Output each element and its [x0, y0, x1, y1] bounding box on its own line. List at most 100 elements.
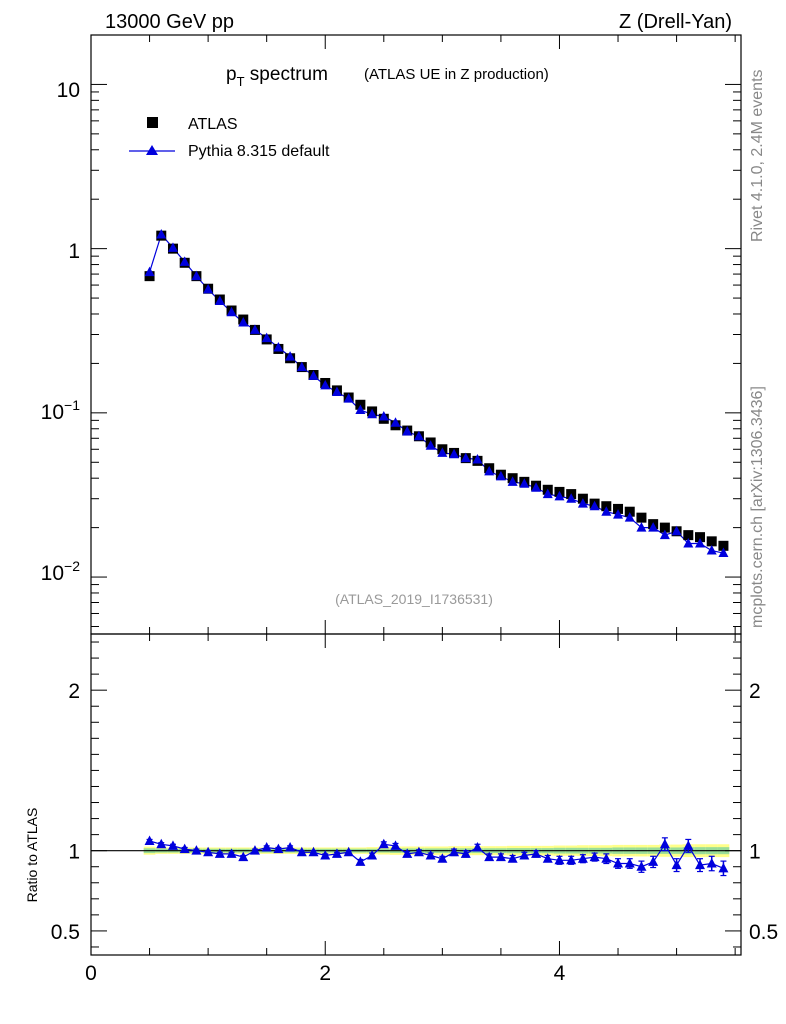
rivet-version-label: Rivet 4.1.0, 2.4M events [749, 69, 766, 242]
ratio-point [261, 841, 272, 852]
pythia-point [320, 379, 331, 390]
ratio-ytick-label-right: 2 [749, 680, 761, 703]
pythia-point [203, 283, 214, 294]
ratio-point [683, 840, 694, 850]
atlas-point [624, 506, 635, 517]
ratio-point [460, 848, 471, 858]
pythia-point [179, 256, 190, 266]
ratio-point [285, 841, 296, 852]
pythia-point [191, 270, 202, 281]
chart-title: pT spectrum [226, 64, 328, 89]
spectrum-ticks [90, 34, 741, 634]
ytick-label-0.1: 10−1 [41, 397, 81, 424]
atlas-point [706, 536, 717, 547]
pythia-point [437, 447, 448, 457]
pythia-point [144, 266, 155, 277]
ratio-point [203, 846, 214, 857]
ratio-point [659, 838, 670, 849]
pythia-point [402, 425, 413, 436]
pythia-point [519, 478, 530, 488]
pythia-point [472, 453, 483, 464]
ratio-point [472, 841, 483, 852]
ratio-point [214, 848, 225, 858]
ratio-point [495, 851, 506, 862]
pythia-point [249, 324, 260, 334]
ratio-point [413, 846, 424, 857]
pythia-point [285, 351, 296, 361]
ratio-ticks [90, 634, 741, 955]
pythia-point [706, 545, 717, 555]
ratio-point [425, 849, 436, 860]
ratio-point [296, 846, 307, 857]
ratio-marks [91, 835, 741, 877]
pythia-point [296, 361, 307, 372]
ratio-point [636, 861, 647, 871]
atlas-point [718, 540, 729, 551]
analysis-label: (ATLAS_2019_I1736531) [335, 591, 493, 607]
ratio-point [238, 851, 249, 862]
pythia-point [636, 522, 647, 532]
ratio-point [273, 843, 284, 854]
pythia-point [601, 506, 612, 516]
pythia-point [261, 332, 272, 343]
ratio-point [718, 862, 729, 873]
pythia-point [449, 448, 460, 459]
pythia-point [718, 547, 729, 558]
ratio-point [648, 856, 659, 866]
pythia-point [273, 342, 284, 352]
pythia-point [577, 498, 588, 508]
ratio-point [589, 851, 600, 862]
pythia-point [308, 370, 319, 380]
ratio-ytick-label-left: 2 [68, 680, 80, 703]
header-right: Z (Drell-Yan) [619, 11, 732, 33]
pythia-point [214, 295, 225, 305]
chart-subtitle: (ATLAS UE in Z production) [364, 66, 549, 83]
legend-label-pythia: Pythia 8.315 default [188, 143, 330, 160]
pythia-point [589, 500, 600, 511]
spectrum-panel: 10−2 10−1 1 10 pT spectrum (ATLAS UE in … [41, 34, 742, 635]
ratio-point [531, 848, 542, 858]
ratio-point [554, 854, 565, 865]
ytick-label-1: 1 [68, 240, 80, 263]
ratio-point [249, 845, 260, 855]
pythia-point [425, 440, 436, 450]
atlas-point [659, 522, 670, 533]
ratio-point [179, 843, 190, 854]
ratio-point [437, 853, 448, 863]
ratio-point [167, 840, 178, 850]
xtick-label: 4 [554, 962, 566, 985]
ratio-ytick-label-left: 1 [68, 841, 80, 864]
ratio-ylabel: Ratio to ATLAS [24, 808, 40, 903]
pythia-point [331, 386, 342, 396]
ratio-point [566, 854, 577, 865]
atlas-point [683, 530, 694, 541]
pythia-point [507, 476, 518, 486]
ratio-point [484, 851, 495, 862]
ratio-ytick-label-right: 1 [749, 841, 761, 864]
ratio-point [378, 838, 389, 849]
pythia-point [648, 522, 659, 532]
pythia-point [671, 525, 682, 536]
atlas-point [636, 512, 647, 523]
pythia-point [378, 411, 389, 421]
ratio-point [695, 859, 706, 870]
pythia-point [531, 482, 542, 492]
ratio-point [577, 853, 588, 863]
pythia-point [238, 316, 249, 327]
ratio-point [355, 856, 366, 866]
pythia-point [566, 493, 577, 503]
pythia-point [343, 393, 354, 403]
ratio-point [542, 853, 553, 863]
atlas-point [695, 532, 706, 543]
ratio-point [367, 849, 378, 860]
ratio-point [343, 846, 354, 857]
ratio-point [390, 840, 401, 850]
ratio-ytick-label-left: 0.5 [51, 921, 80, 944]
ratio-tick-labels: 0.5 0.5 1 1 2 2 0 2 4 [51, 680, 778, 985]
ratio-point [507, 853, 518, 863]
pythia-point [355, 404, 366, 415]
ratio-point [331, 848, 342, 858]
xtick-label: 2 [319, 962, 331, 985]
ratio-point [156, 838, 167, 849]
ratio-point [706, 858, 717, 868]
